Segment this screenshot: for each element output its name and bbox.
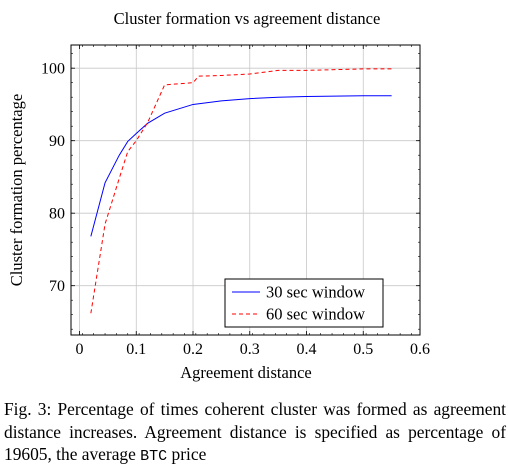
x-tick-label: 0.2	[183, 341, 203, 358]
x-tick-labels: 0 0.1 0.2 0.3 0.4 0.5 0.6	[76, 341, 430, 358]
x-tick-label: 0.6	[410, 341, 430, 358]
chart: Cluster formation vs agreement distance …	[7, 9, 430, 382]
x-tick-label: 0	[76, 341, 84, 358]
series-layer	[90, 68, 392, 314]
series-line-30-sec-window	[90, 95, 392, 237]
x-tick-label: 0.4	[297, 341, 317, 358]
y-tick-labels: 70 80 90 100	[41, 61, 65, 296]
x-tick-label: 0.3	[240, 341, 260, 358]
legend-label-60-sec-window: 60 sec window	[266, 305, 365, 324]
figure-caption: Fig. 3: Percentage of times coherent clu…	[4, 398, 506, 469]
ticks	[70, 45, 421, 335]
caption-text-end: price	[167, 444, 207, 464]
legend: 30 sec window 60 sec window	[224, 278, 384, 328]
caption-mono-term: BTC	[140, 448, 168, 465]
plot-frame	[70, 44, 421, 336]
legend-box	[224, 278, 384, 328]
y-tick-label: 100	[41, 61, 65, 78]
y-tick-label: 90	[49, 133, 65, 150]
y-tick-label: 70	[49, 278, 65, 295]
legend-label-30-sec-window: 30 sec window	[266, 283, 365, 302]
y-tick-label: 80	[49, 206, 65, 223]
x-tick-label: 0.1	[126, 341, 146, 358]
y-axis-label: Cluster formation percentage	[7, 94, 26, 286]
caption-text: Fig. 3: Percentage of times coherent clu…	[4, 399, 506, 464]
x-tick-label: 0.5	[353, 341, 373, 358]
series-line-60-sec-window	[90, 68, 392, 314]
chart-title: Cluster formation vs agreement distance	[114, 9, 381, 28]
x-axis-label: Agreement distance	[180, 363, 311, 382]
